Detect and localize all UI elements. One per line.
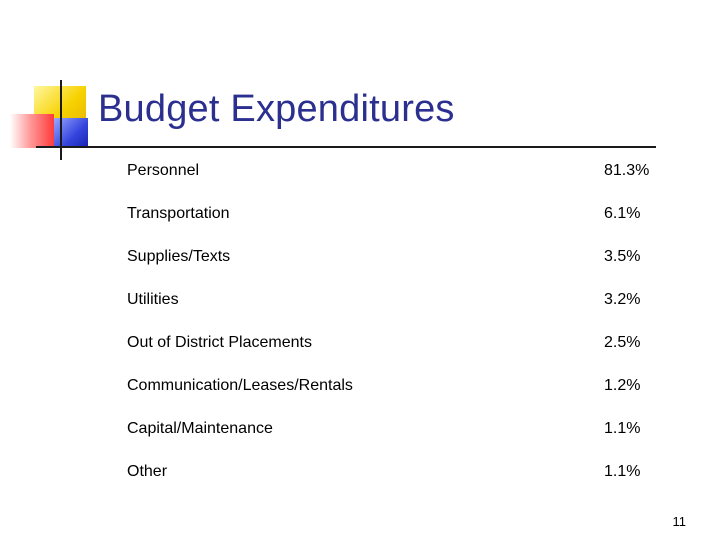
list-item: Communication/Leases/Rentals 1.2% <box>127 375 667 418</box>
logo-vertical-line <box>60 80 62 160</box>
expenditure-value: 81.3% <box>604 162 650 179</box>
list-item: Utilities 3.2% <box>127 289 667 332</box>
expenditure-value: 1.1% <box>604 420 641 437</box>
list-item: Capital/Maintenance 1.1% <box>127 418 667 461</box>
expenditure-label: Capital/Maintenance <box>127 420 273 437</box>
list-item: Supplies/Texts 3.5% <box>127 246 667 289</box>
title-underline-divider <box>36 146 656 148</box>
expenditure-label: Supplies/Texts <box>127 248 231 265</box>
list-item: Out of District Placements 2.5% <box>127 332 667 375</box>
expenditure-value: 3.5% <box>604 248 641 265</box>
expenditure-value: 6.1% <box>604 205 641 222</box>
slide-title: Budget Expenditures <box>98 88 455 130</box>
expenditure-label: Personnel <box>127 162 200 179</box>
expenditure-list: Personnel 81.3% Transportation 6.1% Supp… <box>127 160 667 504</box>
list-item: Other 1.1% <box>127 461 667 504</box>
expenditure-label: Other <box>127 463 168 480</box>
list-item: Transportation 6.1% <box>127 203 667 246</box>
logo-red-square <box>10 114 54 148</box>
list-item: Personnel 81.3% <box>127 160 667 203</box>
expenditure-value: 1.2% <box>604 377 641 394</box>
expenditure-label: Communication/Leases/Rentals <box>127 377 353 394</box>
expenditure-label: Out of District Placements <box>127 334 312 351</box>
expenditure-value: 1.1% <box>604 463 641 480</box>
page-number: 11 <box>672 514 687 529</box>
expenditure-value: 3.2% <box>604 291 641 308</box>
expenditure-label: Utilities <box>127 291 179 308</box>
expenditure-label: Transportation <box>127 205 230 222</box>
logo-blue-square <box>54 118 88 148</box>
expenditure-value: 2.5% <box>604 334 641 351</box>
